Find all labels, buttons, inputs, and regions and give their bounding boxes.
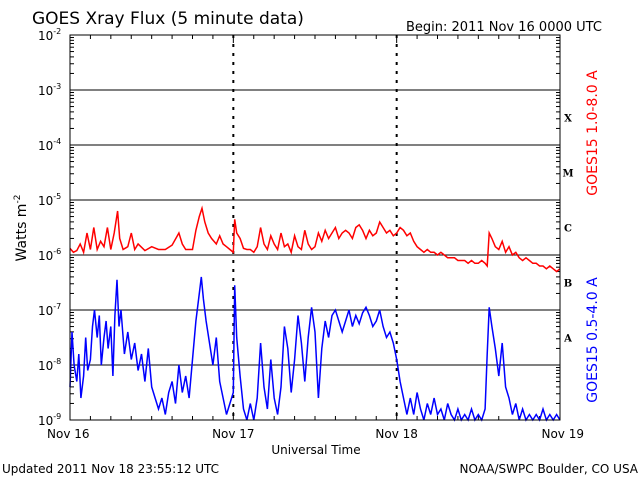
- updated-timestamp: Updated 2011 Nov 18 23:55:12 UTC: [2, 462, 219, 476]
- flare-class-labels: X M C B A: [562, 114, 573, 345]
- begin-time-label: Begin: 2011 Nov 16 0000 UTC: [406, 20, 602, 35]
- series-lines: [69, 205, 561, 422]
- x-axis-label: Universal Time: [271, 443, 360, 457]
- y-tick-labels: 10-9 10-8 10-7 10-6 10-5 10-4 10-3 10-2: [38, 27, 61, 428]
- series-line-short: [69, 276, 561, 422]
- y-tick-label: 10-4: [38, 137, 61, 153]
- flare-class-label: M: [562, 169, 573, 180]
- x-tick-label: Nov 16: [47, 427, 90, 441]
- y-tick-label: 10-5: [38, 192, 61, 208]
- flare-class-label: B: [564, 279, 572, 290]
- flare-class-label: C: [564, 224, 572, 235]
- x-tick-label: Nov 18: [375, 427, 418, 441]
- grid: [70, 35, 560, 420]
- plot-frame: [69, 34, 561, 421]
- flare-class-label: A: [563, 334, 572, 345]
- y-tick-label: 10-6: [38, 247, 61, 263]
- y-axis-label: Watts m-2: [13, 195, 30, 262]
- x-tick-labels: Nov 16 Nov 17 Nov 18 Nov 19: [47, 427, 584, 441]
- y-tick-label: 10-9: [38, 412, 61, 428]
- series-label-long: GOES15 1.0-8.0 A: [585, 70, 601, 196]
- x-tick-label: Nov 17: [212, 427, 255, 441]
- y-tick-label: 10-7: [38, 302, 61, 318]
- credit-label: NOAA/SWPC Boulder, CO USA: [460, 462, 639, 476]
- series-line-long: [69, 205, 561, 273]
- y-tick-label: 10-3: [38, 82, 61, 98]
- chart-title: GOES Xray Flux (5 minute data): [32, 9, 304, 29]
- flare-class-label: X: [564, 114, 572, 125]
- x-tick-label: Nov 19: [541, 427, 584, 441]
- y-tick-label: 10-8: [38, 357, 61, 373]
- y-tick-label: 10-2: [38, 27, 61, 43]
- series-label-short: GOES15 0.5-4.0 A: [585, 277, 601, 403]
